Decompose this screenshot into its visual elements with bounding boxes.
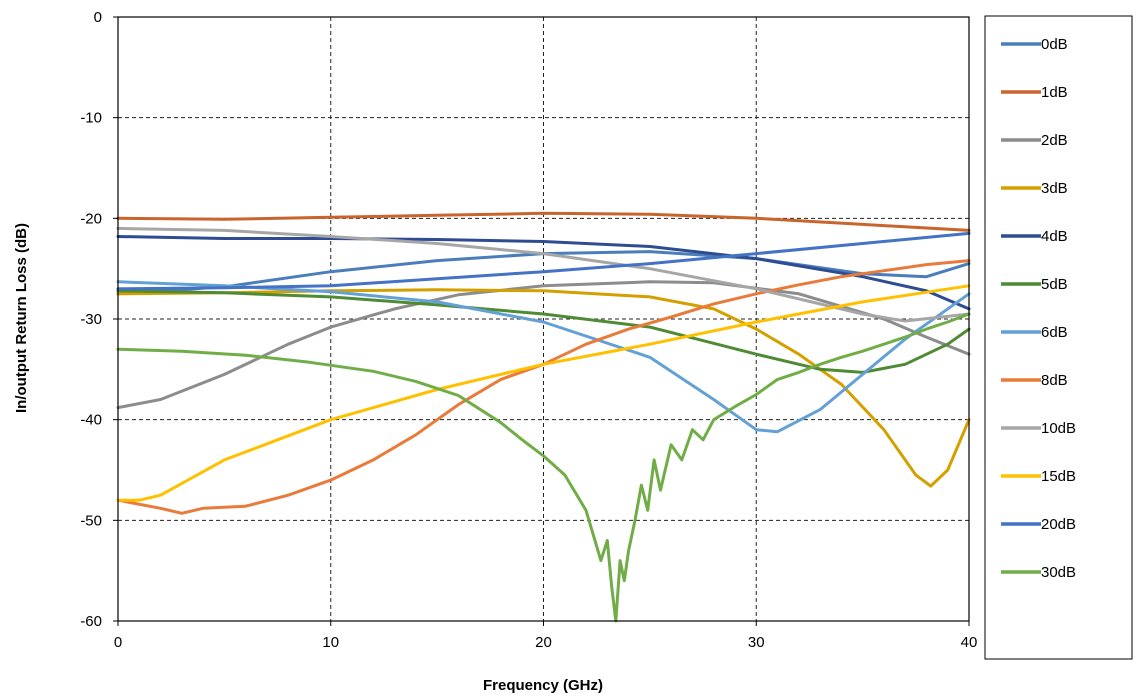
legend-label: 2dB — [1041, 132, 1068, 149]
x-axis-title: Frequency (GHz) — [483, 677, 603, 694]
series-line-0dB — [116, 250, 971, 296]
series-line-10dB — [116, 226, 971, 323]
series-line-6dB — [116, 280, 971, 434]
y-tick-label: -20 — [80, 210, 102, 227]
legend-label: 5dB — [1041, 276, 1068, 293]
x-tick-label: 30 — [748, 634, 765, 651]
legend-label: 30dB — [1041, 564, 1076, 581]
y-tick-label: -60 — [80, 613, 102, 630]
series-line-8dB — [116, 259, 971, 515]
series-lines — [116, 211, 971, 623]
series-line-3dB — [116, 288, 971, 488]
legend-label: 8dB — [1041, 372, 1068, 389]
legend-label: 10dB — [1041, 420, 1076, 437]
series-line-1dB — [116, 211, 971, 232]
y-axis-title: In/output Return Loss (dB) — [13, 223, 30, 413]
legend-label: 15dB — [1041, 468, 1076, 485]
x-tick-label: 0 — [114, 634, 122, 651]
legend-label: 4dB — [1041, 228, 1068, 245]
tick-labels: 0 10 20 30 40 0 -10 -20 -30 -40 -50 -60 — [80, 9, 977, 651]
legend-box — [984, 15, 1133, 660]
series-line-20dB — [116, 231, 971, 291]
x-tick-label: 10 — [322, 634, 339, 651]
y-tick-label: -40 — [80, 412, 102, 429]
y-tick-label: -10 — [80, 110, 102, 127]
legend-label: 6dB — [1041, 324, 1068, 341]
series-line-30dB — [116, 312, 971, 623]
y-tick-label: -50 — [80, 512, 102, 529]
legend: 0dB 1dB 2dB 3dB 4dB 5dB 6dB 8dB 10dB 15dB 20dB 30dB — [984, 15, 1133, 660]
axes — [113, 16, 970, 626]
legend-label: 0dB — [1041, 36, 1068, 53]
y-tick-label: -30 — [80, 311, 102, 328]
series-line-5dB — [116, 289, 971, 374]
legend-label: 3dB — [1041, 180, 1068, 197]
y-tick-label: 0 — [94, 9, 102, 26]
legend-label: 20dB — [1041, 516, 1076, 533]
legend-label: 1dB — [1041, 84, 1068, 101]
x-tick-label: 20 — [535, 634, 552, 651]
series-line-4dB — [116, 235, 971, 311]
x-tick-label: 40 — [961, 634, 978, 651]
